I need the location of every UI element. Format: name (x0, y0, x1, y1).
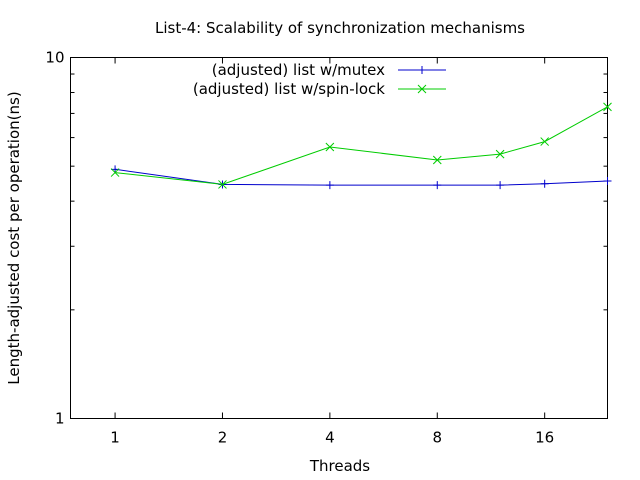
legend-label: (adjusted) list w/spin-lock (193, 80, 385, 98)
data-point (540, 137, 550, 146)
data-point (433, 181, 442, 190)
x-tick-label: 16 (535, 429, 554, 447)
x-tick-label: 2 (218, 429, 228, 447)
x-tick-label: 4 (325, 429, 335, 447)
data-point (110, 168, 120, 177)
x-axis-label: Threads (309, 457, 370, 475)
y-axis-label: Length-adjusted cost per operation(ns) (5, 91, 23, 384)
x-tick-label: 8 (433, 429, 443, 447)
legend: (adjusted) list w/mutex(adjusted) list w… (193, 61, 446, 98)
series-group (110, 102, 612, 190)
legend-label: (adjusted) list w/mutex (212, 61, 385, 79)
plot-frame (70, 57, 608, 419)
y-tick-label: 1 (55, 410, 65, 428)
data-point (603, 176, 612, 185)
data-point (325, 181, 334, 190)
data-point (540, 179, 549, 188)
series-line-1 (115, 168, 608, 186)
y-axis-ticks: 1 10 (45, 49, 608, 428)
legend-marker (417, 84, 427, 94)
data-point (432, 155, 442, 165)
chart-title: List-4: Scalability of synchronization m… (155, 19, 525, 37)
data-point (325, 142, 335, 152)
data-point (495, 149, 505, 159)
data-point (603, 102, 612, 112)
data-point (496, 181, 505, 190)
series-line-2 (115, 106, 608, 185)
legend-marker (418, 66, 426, 74)
y-tick-label: 10 (45, 49, 64, 67)
x-axis-ticks: 1 2 4 8 16 (110, 57, 554, 447)
data-point (218, 180, 227, 189)
x-tick-label: 1 (110, 429, 120, 447)
